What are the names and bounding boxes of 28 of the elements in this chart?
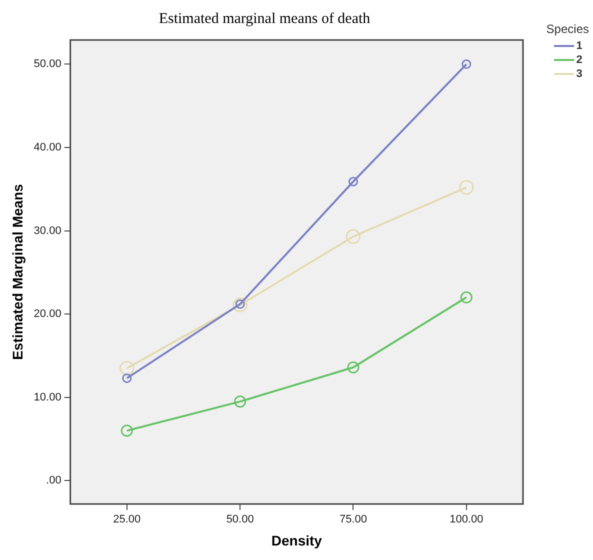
legend-label: 1 [576,39,582,53]
y-tick-label: 20.00 [34,308,62,320]
y-tick-label: 30.00 [34,224,62,237]
point [120,360,134,376]
y-tick-label: 10.00 [34,391,62,404]
point [232,298,248,312]
legend-title: Species [546,22,589,36]
x-tick-label: 50.00 [226,514,254,526]
point [346,229,361,244]
legend-label: 3 [576,67,582,81]
y-tick-label: .00 [46,474,62,487]
x-tick-label: 25.00 [113,514,141,526]
point [462,59,472,69]
x-tick-label: 75.00 [339,514,368,526]
point [120,424,133,437]
point [347,361,360,374]
point [122,373,132,383]
x-tick-label: 100.00 [450,514,484,526]
chart-title: Estimated marginal means of death [158,10,371,27]
point [460,291,472,304]
point [348,176,358,186]
legend-label: 2 [576,53,582,67]
x-axis-title: Density [271,532,322,548]
y-tick-label: 40.00 [34,141,62,154]
point [234,395,246,408]
y-axis-title: Estimated Marginal Means [9,184,26,360]
point [459,180,474,195]
y-tick-label: 50.00 [34,58,62,70]
